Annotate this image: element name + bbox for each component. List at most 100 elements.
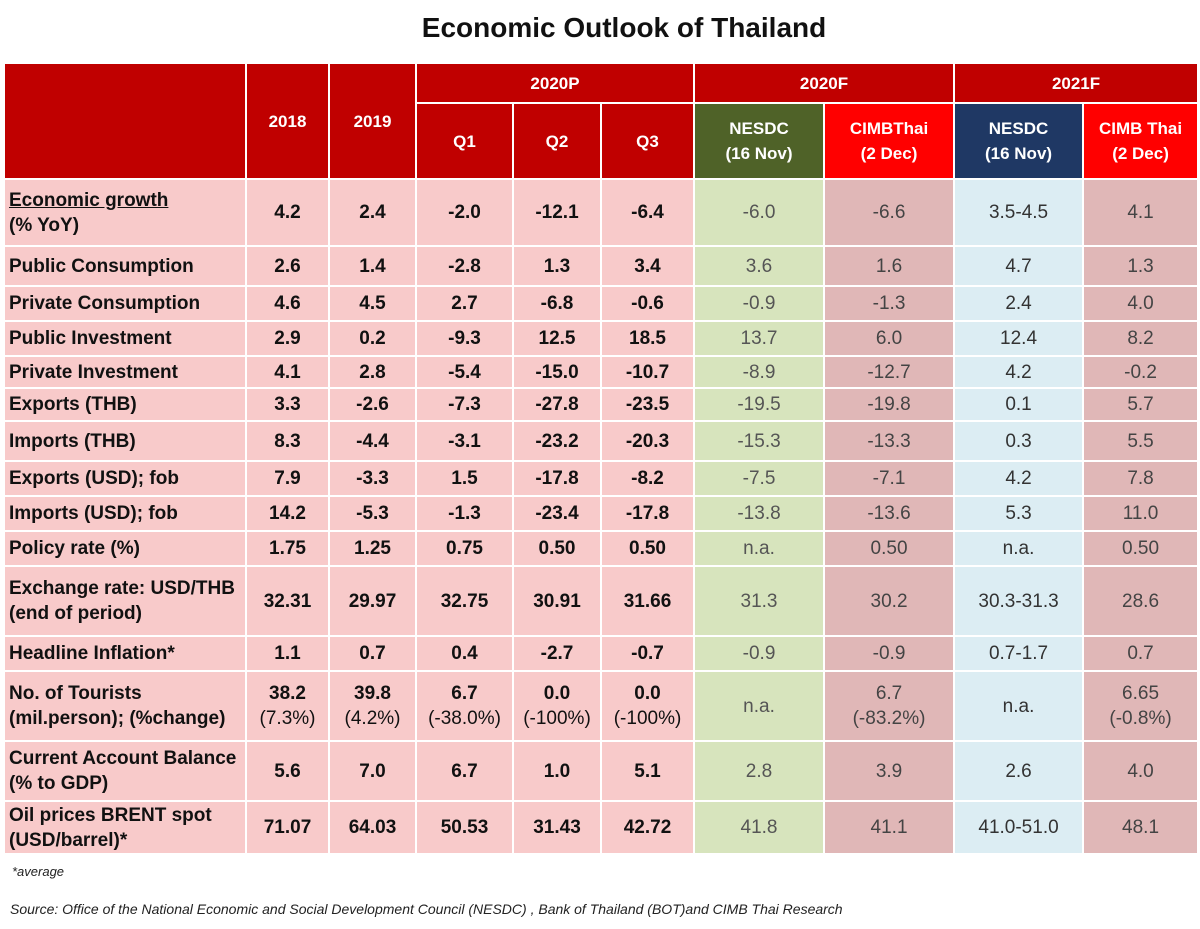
data-row: Public Consumption 2.6 1.4 -2.8 1.3 3.4 3.6 1.6… [3, 245, 1200, 287]
row-label: Economic growth (% YoY) [3, 178, 247, 247]
cell: n.a. [693, 530, 826, 567]
cell-text: 5.5 [1127, 430, 1154, 452]
cell-text: 1.75 [269, 538, 306, 559]
cell: 2.4 [328, 178, 417, 247]
data-row: Exports (USD); fob 7.9 -3.3 1.5 -17.8 -8.2 -7.… [3, 460, 1200, 497]
column-header: NESDC (16 Nov) [953, 102, 1085, 180]
cell: 3.4 [599, 245, 696, 287]
cell: 4.0 [1082, 740, 1200, 802]
cell-text: -0.9 [742, 643, 776, 664]
cell: -19.8 [823, 387, 956, 422]
cell-text: (-100%) [613, 708, 682, 729]
cell: 0.50 [1082, 530, 1200, 567]
cell: 8.3 [245, 420, 330, 462]
cell: 4.7 [953, 245, 1085, 287]
cell: 71.07 [245, 800, 330, 855]
cell-text: 12.5 [538, 328, 576, 349]
cell: 4.1 [1082, 178, 1200, 247]
cell-text: 39.8 [354, 683, 391, 704]
cell-text: 4.7 [1005, 255, 1032, 277]
cell-text: 4.2 [1005, 361, 1032, 383]
cell: -2.0 [415, 178, 514, 247]
cell-text: (% to GDP) [9, 773, 109, 794]
cell-text: Exports (THB) [9, 394, 137, 415]
cell: 64.03 [328, 800, 417, 855]
cell-text: -0.9 [872, 643, 906, 664]
cell-text: 6.7 [875, 683, 903, 704]
cell-text: n.a. [1002, 695, 1035, 717]
cell: 6.7 (-38.0%) [415, 670, 514, 742]
source: Source: Office of the National Economic … [10, 901, 843, 917]
cell-text: 4.2 [1005, 468, 1032, 489]
cell-text: 5.1 [634, 760, 661, 782]
cell-text: -13.8 [737, 503, 781, 524]
corner-cell [3, 62, 247, 180]
cell: n.a. [953, 530, 1085, 567]
cell-text: 6.65 [1122, 683, 1160, 704]
cell-text: -0.7 [631, 643, 664, 664]
cell: 0.50 [823, 530, 956, 567]
row-label: Imports (USD); fob [3, 495, 247, 532]
cell-text: 1.1 [274, 643, 301, 664]
cell: 2.4 [953, 285, 1085, 322]
group-header: 2020P [414, 62, 696, 104]
cell-text: 3.5-4.5 [988, 202, 1049, 223]
cell-text: -23.4 [535, 503, 579, 524]
cell-text: 1.3 [1127, 255, 1154, 277]
cell-text: -7.5 [742, 468, 776, 489]
cell-text: 3.9 [875, 760, 903, 782]
cell: -27.8 [512, 387, 602, 422]
cell: 0.0 (-100%) [599, 670, 696, 742]
cell: 4.2 [245, 178, 330, 247]
cell-text: (-0.8%) [1109, 708, 1172, 729]
year-header: 2018 [245, 62, 330, 180]
cell-text: -8.9 [742, 361, 776, 383]
cell-text: -3.3 [356, 468, 389, 489]
cell-text: n.a. [1002, 538, 1035, 559]
cell-text: 7.8 [1127, 468, 1154, 489]
cell: 18.5 [599, 320, 696, 357]
cell: 4.6 [245, 285, 330, 322]
cell: 11.0 [1082, 495, 1200, 532]
cell-text: 7.0 [359, 760, 386, 782]
cell: 31.43 [512, 800, 602, 855]
cell-text: 4.0 [1127, 760, 1154, 782]
cell-text: 1.6 [875, 255, 903, 277]
year-header: 2019 [328, 62, 417, 180]
cell-text: -17.8 [625, 503, 670, 524]
cell-text: (% YoY) [9, 214, 80, 236]
cell-text: -0.6 [631, 293, 664, 314]
group-header: 2021F [953, 62, 1200, 104]
cell-text: 48.1 [1122, 817, 1160, 838]
cell: 39.8 (4.2%) [328, 670, 417, 742]
cell: 32.75 [415, 565, 514, 637]
cell: 2.6 [953, 740, 1085, 802]
cell: 0.75 [415, 530, 514, 567]
cell-text: 4.6 [274, 293, 301, 314]
cell-text: (-83.2%) [852, 708, 926, 729]
cell-text: 6.7 [451, 760, 478, 782]
cell-text: -6.0 [742, 202, 776, 223]
group-header: 2020F [693, 62, 956, 104]
cell-text: No. of Tourists [9, 683, 142, 704]
cell: 2.8 [693, 740, 826, 802]
cell-text: -2.7 [540, 643, 574, 664]
row-label: Policy rate (%) [3, 530, 247, 567]
cell-text: 2.8 [359, 361, 386, 383]
cell: -13.6 [823, 495, 956, 532]
cell-text: 2021F [1051, 73, 1101, 93]
cell-text: 2.7 [451, 293, 478, 314]
cell: 2.9 [245, 320, 330, 357]
cell: -4.4 [328, 420, 417, 462]
cell-text: 2.6 [1005, 760, 1032, 782]
cell-text: 0.7 [359, 643, 386, 664]
cell-text: -8.2 [631, 468, 664, 489]
cell: -12.1 [512, 178, 602, 247]
cell-text: -2.6 [356, 394, 389, 415]
cell-text: 0.50 [1122, 538, 1160, 559]
cell: 48.1 [1082, 800, 1200, 855]
cell-text: 50.53 [440, 817, 489, 838]
cell-text: -13.3 [867, 430, 911, 452]
row-label: Current Account Balance (% to GDP) [3, 740, 247, 802]
cell-text: -19.8 [867, 394, 911, 415]
